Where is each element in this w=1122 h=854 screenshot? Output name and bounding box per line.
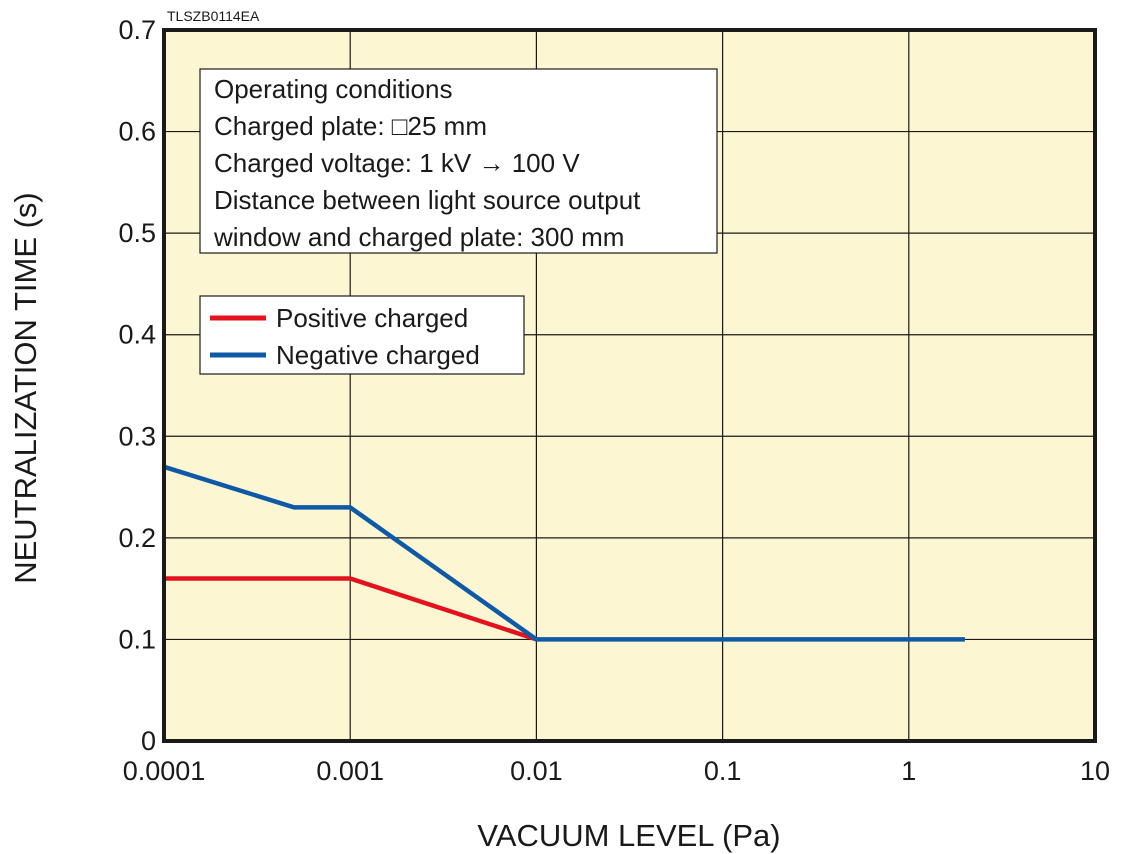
- y-tick-label: 0.4: [118, 320, 156, 350]
- conditions-box-frame: [199, 68, 718, 254]
- figure-code: TLSZB0114EA: [167, 8, 260, 24]
- voltage-label: Charged voltage: 1 kV: [214, 148, 479, 178]
- x-tick-label: 10: [1080, 756, 1110, 786]
- x-tick-label: 0.0001: [123, 756, 206, 786]
- conditions-title: Operating conditions: [214, 74, 452, 104]
- x-tick-labels: 0.0001 0.001 0.01 0.1 1 10: [123, 756, 1110, 786]
- series-line-negative: [163, 464, 965, 642]
- legend: Positive charged Negative charged: [199, 295, 525, 375]
- y-tick-label: 0.3: [118, 421, 156, 451]
- x-tick-label: 0.01: [510, 756, 563, 786]
- arrow-symbol: →: [479, 148, 505, 178]
- legend-label-negative: Negative charged: [276, 340, 480, 370]
- x-tick-label: 0.001: [316, 756, 384, 786]
- legend-frame: [199, 295, 525, 375]
- series-lines: [163, 464, 965, 642]
- conditions-distance-line2: window and charged plate: 300 mm: [213, 222, 624, 252]
- y-tick-label: 0.2: [118, 523, 156, 553]
- operating-conditions-box: Operating conditions Charged plate: □25 …: [199, 68, 718, 254]
- y-tick-label: 0: [141, 726, 156, 756]
- conditions-distance-line1: Distance between light source output: [214, 185, 641, 215]
- conditions-voltage: Charged voltage: 1 kV → 100 V: [214, 148, 580, 178]
- voltage-end: 100 V: [505, 148, 581, 178]
- conditions-plate: Charged plate: □25 mm: [214, 111, 487, 141]
- y-tick-label: 0.6: [118, 117, 156, 147]
- y-tick-labels: 0 0.1 0.2 0.3 0.4 0.5 0.6 0.7: [118, 15, 156, 756]
- y-tick-label: 0.1: [118, 624, 156, 654]
- plate-size: 25 mm: [408, 111, 487, 141]
- x-tick-label: 1: [901, 756, 916, 786]
- y-tick-label: 0.5: [118, 218, 156, 248]
- x-axis-title: VACUUM LEVEL (Pa): [477, 818, 780, 853]
- x-tick-label: 0.1: [704, 756, 742, 786]
- plate-label: Charged plate:: [214, 111, 392, 141]
- plot-frame: [162, 28, 1097, 743]
- series-line-positive: [164, 576, 538, 642]
- y-tick-label: 0.7: [118, 15, 156, 45]
- y-axis-title: NEUTRALIZATION TIME (s): [8, 192, 43, 584]
- legend-label-positive: Positive charged: [276, 303, 468, 333]
- square-symbol: □: [392, 111, 408, 141]
